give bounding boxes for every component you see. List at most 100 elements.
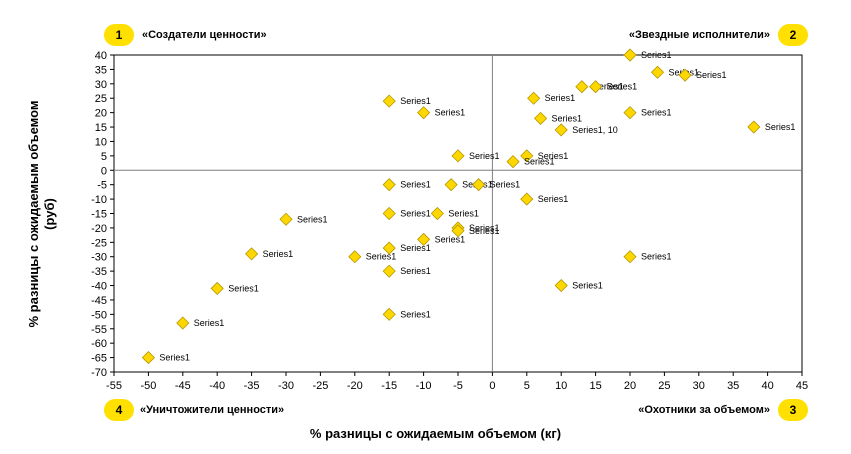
data-point-marker xyxy=(279,212,293,226)
x-tick-label: -20 xyxy=(347,380,363,392)
data-point-marker xyxy=(245,247,259,261)
data-point-label: Series1 xyxy=(607,82,638,92)
quadrant-2-title: «Звездные исполнители» xyxy=(628,29,770,41)
data-point-label: Series1 xyxy=(641,50,672,60)
data-point-marker xyxy=(554,123,568,137)
x-tick-label: 30 xyxy=(693,380,705,392)
data-point-marker xyxy=(589,80,603,94)
data-point-label: Series1 xyxy=(641,108,672,118)
quadrant-2-badge: 2 xyxy=(778,24,808,46)
x-tick-label: -35 xyxy=(244,380,260,392)
quadrant-4-title: «Уничтожители ценности» xyxy=(140,404,285,416)
x-tick-label: -45 xyxy=(175,380,191,392)
data-point-marker xyxy=(382,94,396,108)
data-point-label: Series1 xyxy=(593,82,624,92)
y-tick-label: 15 xyxy=(95,122,107,134)
quadrant-3-badge: 3 xyxy=(778,399,808,421)
x-tick-label: 15 xyxy=(589,380,601,392)
data-point-label: Series1 xyxy=(400,209,431,219)
y-tick-label: 10 xyxy=(95,136,107,148)
data-point-label: Series1 xyxy=(400,96,431,106)
y-tick-label: -65 xyxy=(91,353,107,365)
x-tick-label: 25 xyxy=(658,380,670,392)
data-point-label: Series1 xyxy=(448,209,479,219)
quadrant-4-label: 4 «Уничтожители ценности» xyxy=(104,399,284,421)
y-tick-label: 25 xyxy=(95,93,107,105)
y-tick-label: -70 xyxy=(91,367,107,379)
data-point-label: Series1 xyxy=(469,226,500,236)
x-tick-label: 20 xyxy=(624,380,636,392)
x-tick-label: -30 xyxy=(278,380,294,392)
y-tick-label: -55 xyxy=(91,324,107,336)
data-point-label: Series1 xyxy=(228,283,259,293)
data-point-marker xyxy=(623,48,637,62)
quadrant-4-badge: 4 xyxy=(104,399,134,421)
data-point-label: Series1 xyxy=(538,194,569,204)
data-point-marker xyxy=(348,250,362,264)
data-point-marker xyxy=(382,206,396,221)
y-tick-label: -45 xyxy=(91,295,107,307)
data-point-label: Series1 xyxy=(400,243,431,253)
data-point-marker xyxy=(520,149,534,163)
data-point-marker xyxy=(382,178,396,192)
y-tick-label: -20 xyxy=(91,223,107,235)
data-point-label: Series1 xyxy=(297,214,328,224)
y-tick-label: -60 xyxy=(91,338,107,350)
data-point-marker xyxy=(527,91,541,105)
x-tick-label: 35 xyxy=(727,380,739,392)
data-point-marker xyxy=(554,278,568,293)
quadrant-1-label: 1 «Создатели ценности» xyxy=(104,24,267,46)
quadrant-3-title: «Охотники за объемом» xyxy=(638,404,770,416)
data-point-label: Series1 xyxy=(765,122,796,132)
data-point-marker xyxy=(430,206,444,221)
y-tick-label: 35 xyxy=(95,64,107,76)
data-point-marker xyxy=(506,155,520,169)
y-tick-label: -50 xyxy=(91,309,107,321)
quadrant-3-label: «Охотники за объемом» 3 xyxy=(638,399,808,421)
x-tick-label: -15 xyxy=(381,380,397,392)
data-point-label: Series1 xyxy=(641,252,672,262)
data-point-marker xyxy=(747,120,761,134)
y-tick-label: -35 xyxy=(91,266,107,278)
x-tick-label: 0 xyxy=(489,380,495,392)
data-point-label: Series1 xyxy=(696,70,727,80)
y-tick-label: -30 xyxy=(91,252,107,264)
y-axis-title-line1: % разницы с ожидаемым объемом xyxy=(26,100,41,328)
data-point-marker xyxy=(472,178,486,192)
data-point-marker xyxy=(575,80,589,94)
quadrant-1-title: «Создатели ценности» xyxy=(142,29,267,41)
y-tick-label: 0 xyxy=(101,165,107,177)
data-point-label: Series1 xyxy=(400,309,431,319)
data-point-label: Series1 xyxy=(572,281,603,291)
data-point-label: Series1 xyxy=(159,353,190,363)
y-tick-label: 30 xyxy=(95,79,107,91)
data-point-marker xyxy=(176,316,190,330)
y-tick-label: 20 xyxy=(95,108,107,120)
data-point-label: Series1 xyxy=(263,249,294,259)
x-tick-label: 10 xyxy=(555,380,567,392)
x-tick-label: -5 xyxy=(453,380,463,392)
y-tick-label: -25 xyxy=(91,237,107,249)
data-point-marker xyxy=(417,232,431,247)
data-point-marker xyxy=(533,111,548,125)
data-point-label: Series1 xyxy=(366,252,397,262)
data-point-label: Series1 xyxy=(469,151,500,161)
data-point-marker xyxy=(623,250,637,264)
data-point-label: Series1 xyxy=(490,180,521,190)
data-point-label: Series1 xyxy=(524,157,555,167)
x-tick-label: 5 xyxy=(524,380,530,392)
y-tick-label: 40 xyxy=(95,50,107,62)
data-point-marker xyxy=(678,68,692,82)
data-point-label: Series1 xyxy=(469,223,500,233)
data-point-label: Series1 xyxy=(435,108,466,118)
data-point-label: Series1, 10 xyxy=(572,125,618,135)
data-point-marker xyxy=(382,264,396,278)
data-point-marker xyxy=(451,224,465,238)
data-point-marker xyxy=(382,241,396,255)
data-point-marker xyxy=(650,65,665,79)
quadrant-1-badge: 1 xyxy=(104,24,134,46)
x-tick-label: 40 xyxy=(761,380,773,392)
data-point-marker xyxy=(382,307,396,321)
data-point-label: Series1 xyxy=(400,180,431,190)
quadrant-2-label: «Звездные исполнители» 2 xyxy=(629,24,808,46)
